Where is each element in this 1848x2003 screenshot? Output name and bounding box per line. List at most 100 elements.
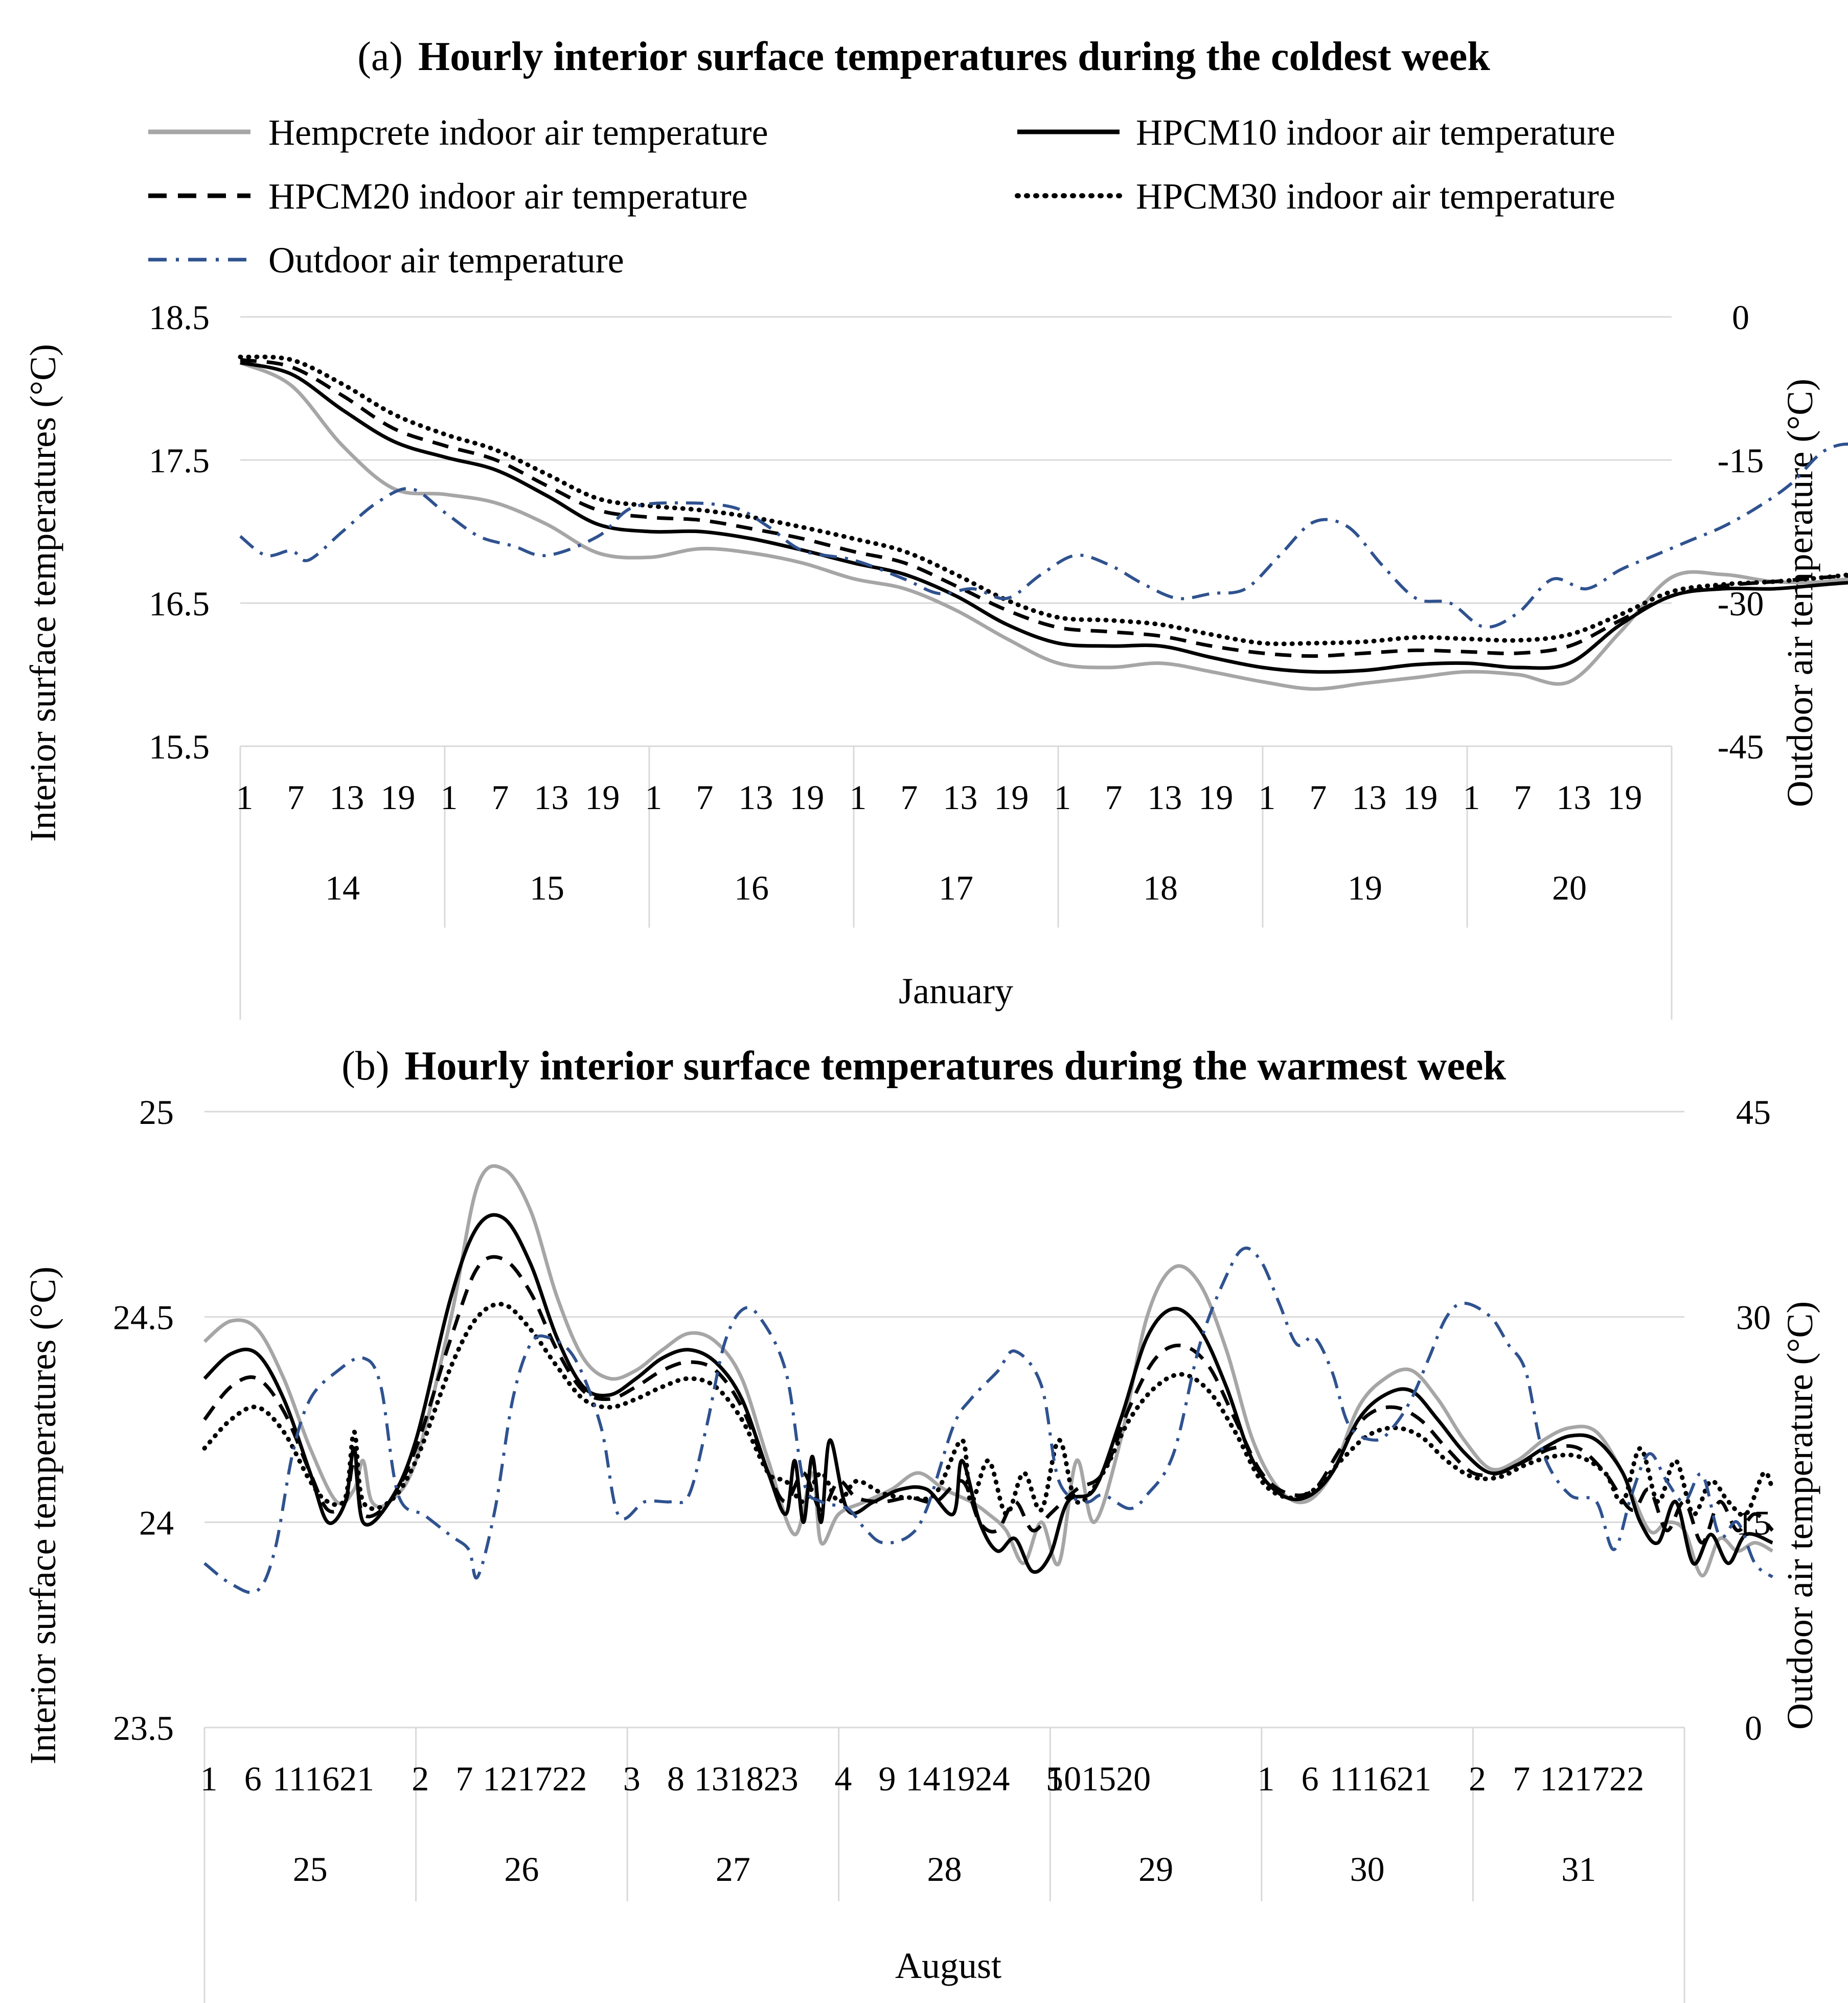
chart-b-month-label: August — [895, 1945, 1001, 1986]
chart-b-hour-tick: 7 — [455, 1759, 473, 1798]
chart-a-day-label: 19 — [1348, 868, 1382, 907]
chart-b-day-label: 28 — [927, 1850, 962, 1889]
chart-a-ytick-right: -45 — [1718, 727, 1764, 766]
chart-a-hour-tick: 19 — [1403, 778, 1438, 817]
chart-b-ytick-left: 23.5 — [113, 1709, 174, 1747]
legend-label-hpcm20: HPCM20 indoor air temperature — [268, 176, 748, 217]
chart-a-hour-tick: 1 — [645, 778, 662, 817]
chart-b-ytick-right: 45 — [1736, 1093, 1771, 1132]
chart-b-hour-tick: 2 — [412, 1759, 429, 1798]
legend-item-hpcm20: HPCM20 indoor air temperature — [148, 176, 748, 217]
chart-a-hour-tick: 19 — [789, 778, 824, 817]
chart-b-series-hpcm20 — [203, 1255, 1774, 1545]
chart-a-hour-tick: 7 — [491, 778, 509, 817]
chart-a: Interior surface temperatures (°C) Outdo… — [22, 298, 1848, 1020]
chart-b-hour-tick: 111621 — [1330, 1759, 1431, 1798]
chart-a-ylabel-right: Outdoor air temperature (°C) — [1779, 379, 1820, 807]
chart-a-hour-tick: 13 — [329, 778, 364, 817]
chart-b-hour-tick: 8 — [667, 1759, 685, 1798]
chart-b-title: (b) Hourly interior surface temperatures… — [341, 1044, 1506, 1089]
chart-b-day-label: 30 — [1350, 1850, 1385, 1889]
chart-a-hour-tick: 7 — [287, 778, 304, 817]
chart-a-day-label: 14 — [325, 868, 360, 907]
chart-b-ylabel: Interior surface temperatures (°C) — [22, 1267, 63, 1764]
chart-a-ylabel: Interior surface temperatures (°C) — [22, 344, 63, 842]
chart-b-hour-tick: 101520 — [1046, 1759, 1151, 1798]
chart-a-ytick-right: -15 — [1718, 441, 1764, 480]
chart-b-hour-tick: 4 — [834, 1759, 852, 1798]
chart-a-hour-tick: 1 — [849, 778, 866, 817]
chart-a-hour-tick: 19 — [994, 778, 1029, 817]
chart-a-hour-tick: 19 — [1607, 778, 1642, 817]
chart-b-day-label: 31 — [1561, 1850, 1596, 1889]
chart-b-hour-tick: 121722 — [483, 1759, 587, 1798]
chart-b-hour-tick: 141924 — [905, 1759, 1010, 1798]
chart-a-hour-tick: 13 — [534, 778, 568, 817]
chart-b-ytick-left: 24.5 — [113, 1298, 174, 1337]
chart-b-day-label: 25 — [293, 1850, 328, 1889]
chart-b-day-label: 27 — [716, 1850, 750, 1889]
legend-item-hpcm10: HPCM10 indoor air temperature — [1017, 112, 1615, 153]
chart-b-ytick-right: 0 — [1745, 1709, 1762, 1747]
chart-a-ytick-right: -30 — [1718, 584, 1764, 623]
chart-a-hour-tick: 1 — [1258, 778, 1275, 817]
chart-a-day-label: 18 — [1143, 868, 1178, 907]
chart-b-hour-tick: 6 — [1302, 1759, 1319, 1798]
legend-item-hpcm30: HPCM30 indoor air temperature — [1015, 176, 1615, 217]
legend-label-hpcm10: HPCM10 indoor air temperature — [1136, 112, 1615, 153]
chart-b-ytick-right: 30 — [1736, 1298, 1771, 1337]
chart-a-ytick-right: 0 — [1732, 298, 1749, 337]
chart-b-series-outdoor — [203, 1246, 1774, 1595]
chart-a-hour-tick: 7 — [696, 778, 713, 817]
chart-b-hour-tick: 1 — [1257, 1759, 1274, 1798]
chart-b-hour-tick: 2 — [1469, 1759, 1486, 1798]
chart-b-day-label: 26 — [504, 1850, 539, 1889]
chart-a-hour-tick: 13 — [1147, 778, 1182, 817]
chart-b-hour-tick: 3 — [623, 1759, 641, 1798]
chart-a-series-hpcm30 — [238, 354, 1848, 647]
chart-a-hour-tick: 1 — [236, 778, 253, 817]
chart-b-hour-tick: 131823 — [694, 1759, 798, 1798]
chart-a-hour-tick: 1 — [1054, 778, 1071, 817]
chart-a-ytick-left: 16.5 — [149, 584, 210, 623]
chart-b-hour-tick: 1 — [200, 1759, 218, 1798]
chart-b-series-hempcrete — [203, 1164, 1773, 1578]
chart-a-hour-tick: 7 — [1309, 778, 1327, 817]
legend: Hempcrete indoor air temperature HPCM10 … — [148, 112, 1615, 281]
chart-b-hour-tick: 111621 — [272, 1759, 374, 1798]
chart-b-day-label: 29 — [1138, 1850, 1173, 1889]
chart-a-ytick-left: 18.5 — [149, 298, 210, 337]
chart-b-hour-tick: 7 — [1513, 1759, 1530, 1798]
legend-label-hpcm30: HPCM30 indoor air temperature — [1136, 176, 1615, 217]
chart-a-hour-tick: 19 — [585, 778, 620, 817]
chart-a-hour-tick: 13 — [738, 778, 773, 817]
chart-a-hour-tick: 1 — [1463, 778, 1480, 817]
chart-b-ylabel-right: Outdoor air temperature (°C) — [1779, 1301, 1820, 1730]
chart-b-ytick-left: 25 — [139, 1093, 174, 1132]
legend-label-outdoor: Outdoor air temperature — [268, 240, 624, 281]
chart-a-hour-tick: 13 — [943, 778, 977, 817]
chart-a-hour-tick: 19 — [1198, 778, 1233, 817]
chart-a-hour-tick: 13 — [1352, 778, 1386, 817]
chart-a-hour-tick: 7 — [900, 778, 918, 817]
chart-a-title: (a) Hourly interior surface temperatures… — [357, 34, 1490, 79]
chart-a-hour-tick: 13 — [1556, 778, 1591, 817]
chart-b-series-hpcm30 — [202, 1302, 1775, 1517]
chart-a-ytick-left: 17.5 — [149, 441, 210, 480]
chart-a-series-hpcm20 — [240, 358, 1848, 658]
chart-b-hour-tick: 6 — [244, 1759, 262, 1798]
chart-b-ytick-right: 15 — [1736, 1503, 1771, 1542]
chart-b-hour-tick: 121722 — [1540, 1759, 1644, 1798]
chart-a-hour-tick: 7 — [1514, 778, 1531, 817]
chart-b-ytick-left: 24 — [139, 1503, 174, 1542]
chart-b-hour-tick: 5 — [1046, 1759, 1063, 1798]
legend-label-hempcrete: Hempcrete indoor air temperature — [268, 112, 768, 153]
chart-a-ytick-left: 15.5 — [149, 727, 210, 766]
chart-b: Interior surface temperatures (°C) Outdo… — [22, 1093, 1820, 2003]
chart-a-month-label: January — [899, 971, 1013, 1011]
legend-item-outdoor: Outdoor air temperature — [148, 240, 624, 281]
chart-a-series-outdoor — [239, 442, 1848, 629]
chart-a-hour-tick: 1 — [440, 778, 458, 817]
chart-a-hour-tick: 19 — [380, 778, 415, 817]
